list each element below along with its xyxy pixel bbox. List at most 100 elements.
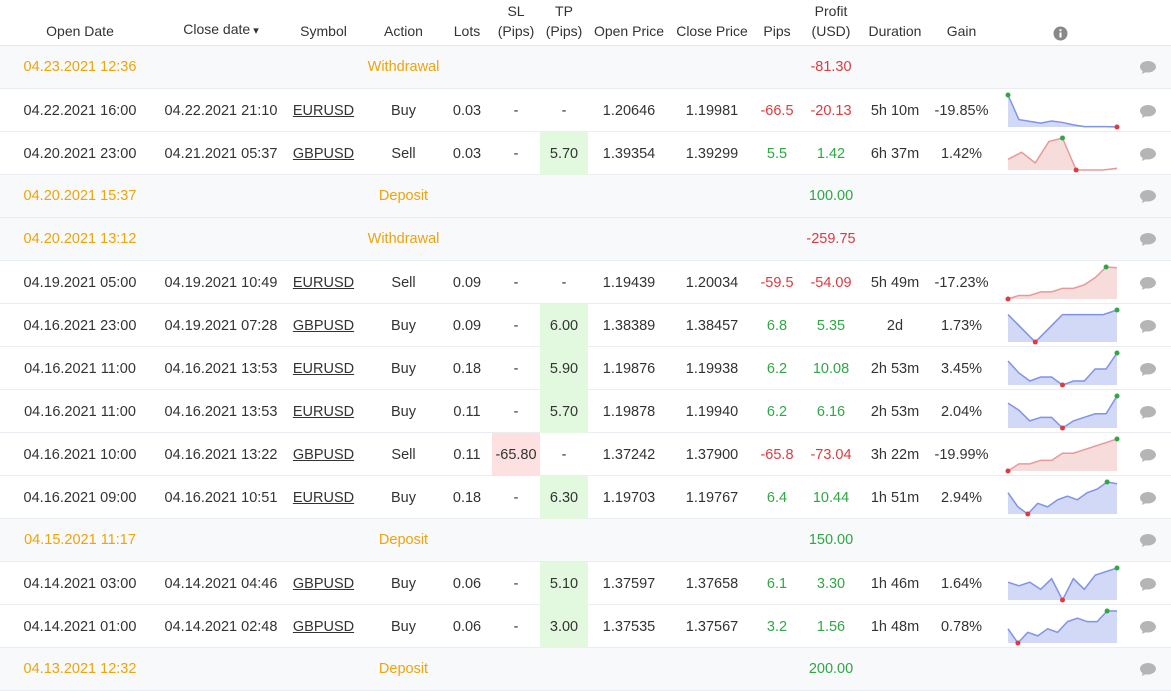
cell <box>754 175 800 217</box>
comment-icon[interactable] <box>1139 103 1157 119</box>
comment-icon[interactable] <box>1139 404 1157 420</box>
cell <box>1125 476 1171 519</box>
cell: 6.2 <box>754 390 800 433</box>
comment-icon[interactable] <box>1139 532 1157 548</box>
cell: 04.20.2021 23:00 <box>0 132 160 175</box>
comment-icon[interactable] <box>1139 361 1157 377</box>
cell: 5.90 <box>540 347 588 390</box>
cell[interactable]: EURUSD <box>282 261 365 304</box>
header-text: TP <box>555 3 573 19</box>
close-price: 1.19938 <box>685 360 739 377</box>
cell <box>442 519 492 561</box>
info-icon[interactable] <box>1053 26 1068 41</box>
comment-icon[interactable] <box>1139 490 1157 506</box>
comment-icon[interactable] <box>1139 231 1157 247</box>
cell: 1.19767 <box>670 476 754 519</box>
pips: 6.8 <box>766 317 788 334</box>
sparkline <box>1005 436 1120 474</box>
cell: 1.37597 <box>588 562 670 605</box>
cell[interactable]: GBPUSD <box>282 605 365 648</box>
balance-row: 04.20.2021 15:37 Deposit 100.00 <box>0 175 1171 218</box>
cell[interactable]: GBPUSD <box>282 433 365 476</box>
pips: -59.5 <box>760 274 794 291</box>
cell <box>442 46 492 88</box>
cell: 04.23.2021 12:36 <box>0 46 160 88</box>
cell: 1.19878 <box>588 390 670 433</box>
info-dot <box>1058 29 1062 32</box>
close-price: 1.19940 <box>685 403 739 420</box>
lots: 0.03 <box>452 102 482 119</box>
min-dot <box>1073 167 1079 173</box>
pips: 3.2 <box>766 618 788 635</box>
cell: 04.20.2021 13:12 <box>0 218 160 260</box>
cell: 04.16.2021 13:53 <box>160 390 282 433</box>
sparkline-line <box>1007 610 1117 645</box>
max-dot <box>1104 479 1110 485</box>
cell: 2.04% <box>928 390 995 433</box>
cell: Buy <box>365 562 442 605</box>
cell: -19.99% <box>928 433 995 476</box>
cell[interactable]: EURUSD <box>282 390 365 433</box>
comment-icon[interactable] <box>1139 447 1157 463</box>
comment-icon[interactable] <box>1139 619 1157 635</box>
cell <box>995 519 1125 561</box>
cell: 5.35 <box>800 304 862 347</box>
trade-row: 04.14.2021 01:00 04.14.2021 02:48 GBPUSD Bu… <box>0 605 1171 648</box>
column-header[interactable]: Close date ▾ <box>160 0 282 45</box>
duration: 3h 22m <box>870 446 920 463</box>
action: Sell <box>391 446 416 463</box>
comment-icon[interactable] <box>1139 59 1157 75</box>
cell[interactable]: EURUSD <box>282 347 365 390</box>
cell: 0.78% <box>928 605 995 648</box>
comment-icon[interactable] <box>1139 576 1157 592</box>
balance-row: 04.13.2021 12:32 Deposit 200.00 <box>0 648 1171 691</box>
comment-icon[interactable] <box>1139 318 1157 334</box>
close: 04.14.2021 02:48 <box>164 618 278 635</box>
cell <box>282 648 365 690</box>
header-text: Lots <box>453 23 481 39</box>
sparkline-area <box>1008 353 1117 385</box>
cell[interactable]: GBPUSD <box>282 132 365 175</box>
action: Sell <box>391 145 416 162</box>
symbol: EURUSD <box>292 102 355 119</box>
open-price: 1.37535 <box>602 618 656 635</box>
cell: 2h 53m <box>862 347 928 390</box>
cell <box>862 218 928 260</box>
cell: - <box>492 347 540 390</box>
comment-icon[interactable] <box>1139 146 1157 162</box>
cell[interactable]: EURUSD <box>282 89 365 132</box>
trade-row: 04.16.2021 09:00 04.16.2021 10:51 EURUSD Bu… <box>0 476 1171 519</box>
comment-icon[interactable] <box>1139 275 1157 291</box>
trade-row: 04.22.2021 16:00 04.22.2021 21:10 EURUSD Bu… <box>0 89 1171 132</box>
sparkline <box>1005 92 1120 130</box>
cell[interactable]: EURUSD <box>282 476 365 519</box>
cell <box>492 218 540 260</box>
cell: 0.06 <box>442 605 492 648</box>
gain: 0.78% <box>940 618 983 635</box>
comment-bubble <box>1140 405 1156 419</box>
cell <box>862 648 928 690</box>
close: 04.22.2021 21:10 <box>164 102 278 119</box>
sparkline <box>1007 307 1120 345</box>
close: 04.19.2021 10:49 <box>164 274 278 291</box>
close: 04.21.2021 05:37 <box>164 145 278 162</box>
lots: 0.18 <box>452 360 482 377</box>
cell: 0.09 <box>442 261 492 304</box>
gain: -19.99% <box>934 446 989 463</box>
header-text: Pips <box>763 23 791 39</box>
comment-bubble <box>1140 319 1156 333</box>
trade-row: 04.16.2021 23:00 04.19.2021 07:28 GBPUSD Bu… <box>0 304 1171 347</box>
comment-icon[interactable] <box>1139 188 1157 204</box>
cell: 1.42 <box>800 132 862 175</box>
cell: 5.10 <box>540 562 588 605</box>
cell <box>442 218 492 260</box>
close-price: 1.20034 <box>685 274 739 291</box>
cell[interactable]: GBPUSD <box>282 304 365 347</box>
cell[interactable]: GBPUSD <box>282 562 365 605</box>
comment-icon[interactable] <box>1139 661 1157 677</box>
cell: 04.16.2021 13:22 <box>160 433 282 476</box>
max-dot <box>1060 135 1065 141</box>
cell: Deposit <box>365 648 442 690</box>
cell: - <box>492 304 540 347</box>
